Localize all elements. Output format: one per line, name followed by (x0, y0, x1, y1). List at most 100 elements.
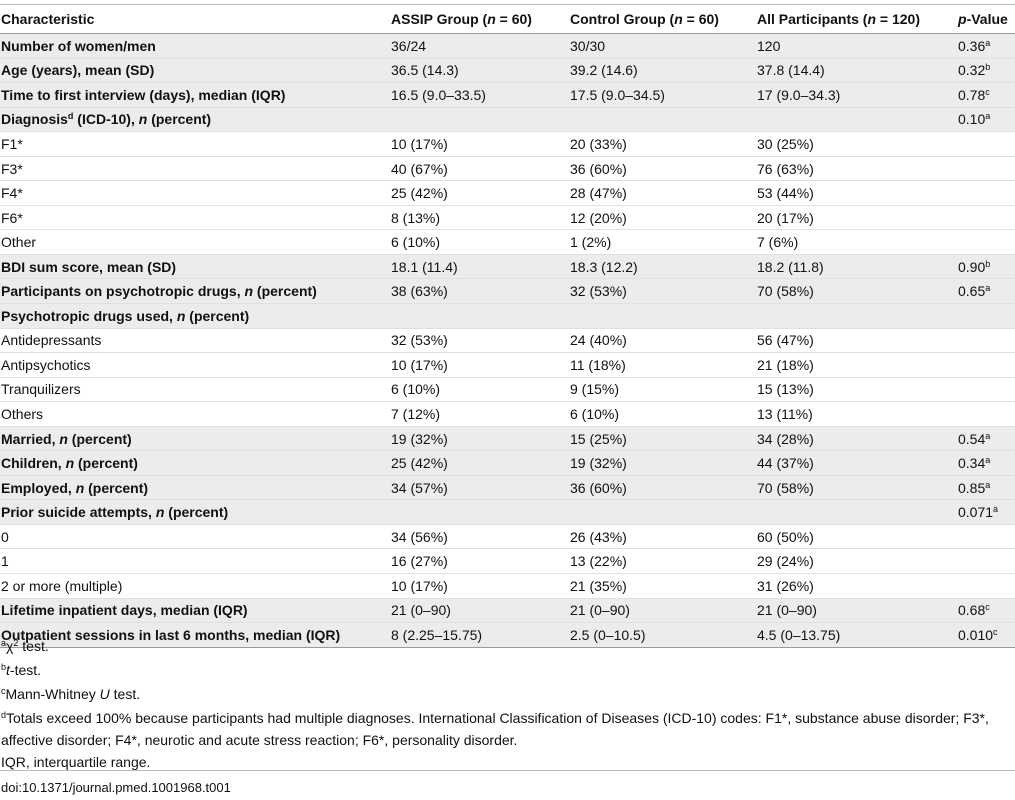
row-label: Age (years), mean (SD) (0, 58, 390, 84)
footnote-a-marker: a (1, 638, 7, 648)
row-label-end: (percent) (74, 455, 138, 472)
col-header-control-count: = 60) (682, 11, 719, 27)
p-value-sup: a (985, 455, 991, 466)
footnote-iqr: IQR, interquartile range. (1, 753, 1001, 771)
row-label: Time to first interview (days), median (… (0, 82, 390, 108)
cell-assip (390, 499, 569, 525)
col-header-p-value: p-Value (957, 4, 1015, 34)
cell-assip: 36.5 (14.3) (390, 58, 569, 84)
row-label-text: Others (1, 405, 44, 422)
cell-p-value: 0.68c (957, 598, 1015, 624)
p-value-sup: c (993, 626, 998, 637)
table-row: F6* 8 (13%) 12 (20%) 20 (17%) (0, 205, 1015, 231)
footnote-c-end: test. (109, 686, 141, 702)
row-label: Lifetime inpatient days, median (IQR) (0, 598, 390, 624)
cell-p-value (957, 401, 1015, 427)
cell-assip: 25 (42%) (390, 450, 569, 476)
row-label-rest: (ICD-10), (73, 111, 139, 128)
p-value-text: 0.90 (958, 258, 986, 275)
table-row: Diagnosisd (ICD-10), n (percent) 0.10a (0, 107, 1015, 133)
cell-all (756, 107, 957, 133)
row-label-text: Number of women/men (1, 37, 156, 54)
row-label: Tranquilizers (0, 377, 390, 403)
cell-control: 2.5 (0–10.5) (569, 622, 756, 648)
cell-all: 76 (63%) (756, 156, 957, 182)
table-row: Time to first interview (days), median (… (0, 82, 1015, 108)
col-header-all-count: = 120) (876, 11, 921, 27)
table-row: Antidepressants 32 (53%) 24 (40%) 56 (47%) (0, 328, 1015, 354)
row-label-sup: d (67, 111, 74, 122)
row-label-text: Antipsychotics (1, 356, 91, 373)
cell-control: 36 (60%) (569, 475, 756, 501)
row-label-end: (percent) (253, 283, 317, 300)
cell-assip: 34 (57%) (390, 475, 569, 501)
p-value-sup: a (985, 430, 991, 441)
table-row: Tranquilizers 6 (10%) 9 (15%) 15 (13%) (0, 377, 1015, 403)
footnote-c-text: Mann-Whitney (5, 686, 100, 702)
cell-all: 70 (58%) (756, 475, 957, 501)
characteristics-table: Characteristic ASSIP Group (n = 60) Cont… (0, 4, 1015, 648)
table-header: Characteristic ASSIP Group (n = 60) Cont… (0, 4, 1015, 34)
footnote-c-marker: c (1, 686, 6, 696)
header-row: Characteristic ASSIP Group (n = 60) Cont… (0, 4, 1015, 34)
cell-all: 34 (28%) (756, 426, 957, 452)
u-italic: U (99, 686, 110, 702)
n-italic: n (487, 11, 496, 27)
row-label-text: BDI sum score, mean (SD) (1, 258, 177, 275)
row-label-end: (percent) (164, 504, 229, 521)
row-label: 0 (0, 524, 390, 550)
row-label-text: 1 (1, 553, 9, 570)
cell-all: 30 (25%) (756, 131, 957, 157)
cell-all: 44 (37%) (756, 450, 957, 476)
cell-assip: 8 (2.25–15.75) (390, 622, 569, 648)
n-italic: n (674, 11, 683, 27)
row-label: Psychotropic drugs used, n (percent) (0, 303, 390, 329)
cell-assip: 16.5 (9.0–33.5) (390, 82, 569, 108)
cell-p-value (957, 205, 1015, 231)
row-label: Number of women/men (0, 33, 390, 59)
table-row: F3* 40 (67%) 36 (60%) 76 (63%) (0, 156, 1015, 182)
cell-control: 21 (0–90) (569, 598, 756, 624)
row-label: Outpatient sessions in last 6 months, me… (0, 622, 390, 648)
cell-control: 30/30 (569, 33, 756, 59)
p-value-sup: a (993, 504, 999, 515)
cell-p-value (957, 229, 1015, 255)
cell-all: 31 (26%) (756, 573, 957, 599)
cell-assip (390, 303, 569, 329)
n-italic: n (244, 283, 254, 300)
doi-link[interactable]: doi:10.1371/journal.pmed.1001968.t001 (1, 780, 231, 795)
p-value-text: 0.54 (958, 430, 986, 447)
cell-all: 29 (24%) (756, 548, 957, 575)
row-label-text: 0 (1, 528, 9, 545)
col-header-all-text: All Participants ( (757, 11, 868, 27)
row-label-end: (percent) (84, 479, 149, 496)
col-header-control-text: Control Group ( (570, 11, 675, 27)
cell-p-value (957, 377, 1015, 403)
cell-all: 120 (756, 33, 957, 59)
footnote-d-text: Totals exceed 100% because participants … (1, 710, 989, 748)
cell-all: 37.8 (14.4) (756, 58, 957, 84)
p-value-text: 0.10 (958, 111, 986, 128)
row-label-text: F4* (1, 185, 23, 202)
p-value-text: 0.071 (958, 504, 994, 521)
table-row: Prior suicide attempts, n (percent) 0.071… (0, 499, 1015, 525)
row-label: F4* (0, 180, 390, 206)
row-label-text: Time to first interview (days), median (… (1, 86, 286, 103)
row-label: F3* (0, 156, 390, 182)
n-italic: n (59, 430, 68, 447)
cell-control (569, 499, 756, 525)
cell-all: 60 (50%) (756, 524, 957, 550)
chi-square-exponent: 2 (13, 638, 19, 648)
cell-control: 12 (20%) (569, 205, 756, 231)
cell-all: 4.5 (0–13.75) (756, 622, 957, 648)
table-row: Other 6 (10%) 1 (2%) 7 (6%) (0, 229, 1015, 255)
p-value-text: 0.78 (958, 86, 986, 103)
row-label: 2 or more (multiple) (0, 573, 390, 599)
footnote-d-marker: d (1, 710, 7, 720)
cell-control: 20 (33%) (569, 131, 756, 157)
col-header-characteristic: Characteristic (0, 4, 390, 34)
cell-control: 19 (32%) (569, 450, 756, 476)
p-value-sup: c (985, 86, 990, 97)
table-row: 0 34 (56%) 26 (43%) 60 (50%) (0, 524, 1015, 550)
p-value-sup: b (985, 258, 991, 269)
